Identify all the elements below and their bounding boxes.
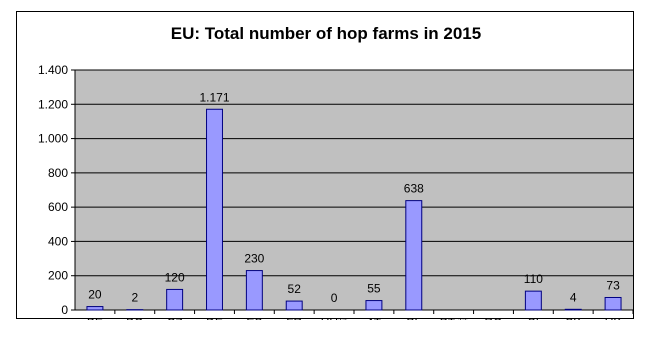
data-label: 55: [367, 282, 381, 296]
data-label: 0: [331, 291, 338, 305]
data-label: 1.171: [199, 90, 229, 104]
x-tick-label: CZ: [167, 316, 183, 320]
chart-title: EU: Total number of hop farms in 2015: [170, 24, 482, 43]
bar: [245, 270, 263, 311]
x-tick-label: ES: [246, 316, 262, 320]
data-label: 20: [88, 288, 102, 302]
y-tick-label: 1.200: [38, 97, 68, 111]
x-tick-label: UK: [605, 316, 622, 320]
data-label: 73: [606, 278, 620, 292]
x-tick-label: PL: [406, 316, 421, 320]
y-tick-label: 800: [48, 166, 68, 180]
data-label: 4: [570, 290, 577, 304]
x-tick-label: PT **: [440, 316, 468, 320]
y-tick-label: 0: [61, 303, 68, 317]
chart-svg: 0 200 400 600 800 1.000 1.200 1.400 BE 20 BG 2 CZ 120…: [38, 63, 634, 320]
plot-background: [75, 70, 633, 310]
x-tick-label: DE: [206, 316, 223, 320]
x-tick-label: SK: [565, 316, 581, 320]
bar: [86, 306, 104, 311]
bar: [524, 290, 542, 311]
chart-frame: EU: Total number of hop farms in 2015 0 2…: [16, 11, 634, 320]
data-label: 120: [165, 270, 185, 284]
bar: [564, 308, 582, 311]
x-tick-label: BE: [87, 316, 103, 320]
bar: [405, 200, 423, 311]
y-tick-label: 200: [48, 269, 68, 283]
data-label: 2: [131, 291, 138, 305]
x-tick-label: HU**: [321, 316, 348, 320]
y-tick-label: 400: [48, 234, 68, 248]
x-tick-label: FR: [286, 316, 302, 320]
bar: [604, 296, 622, 311]
bar: [285, 300, 303, 311]
data-label: 52: [288, 282, 302, 296]
x-tick-label: SI: [528, 316, 539, 320]
plot-area: 0 200 400 600 800 1.000 1.200 1.400 BE 20 BG 2 CZ 120…: [38, 63, 634, 320]
data-label: 230: [244, 252, 264, 266]
y-tick-label: 600: [48, 200, 68, 214]
bar: [206, 108, 223, 311]
data-label: 638: [404, 182, 424, 196]
x-tick-label: BG: [126, 316, 143, 320]
bar: [365, 300, 383, 311]
y-tick-label: 1.400: [38, 63, 68, 77]
data-label: 110: [524, 272, 543, 286]
y-tick-label: 1.000: [38, 132, 68, 146]
x-tick-label: AT: [367, 316, 382, 320]
x-tick-label: RO: [485, 316, 503, 320]
bar: [166, 288, 184, 311]
